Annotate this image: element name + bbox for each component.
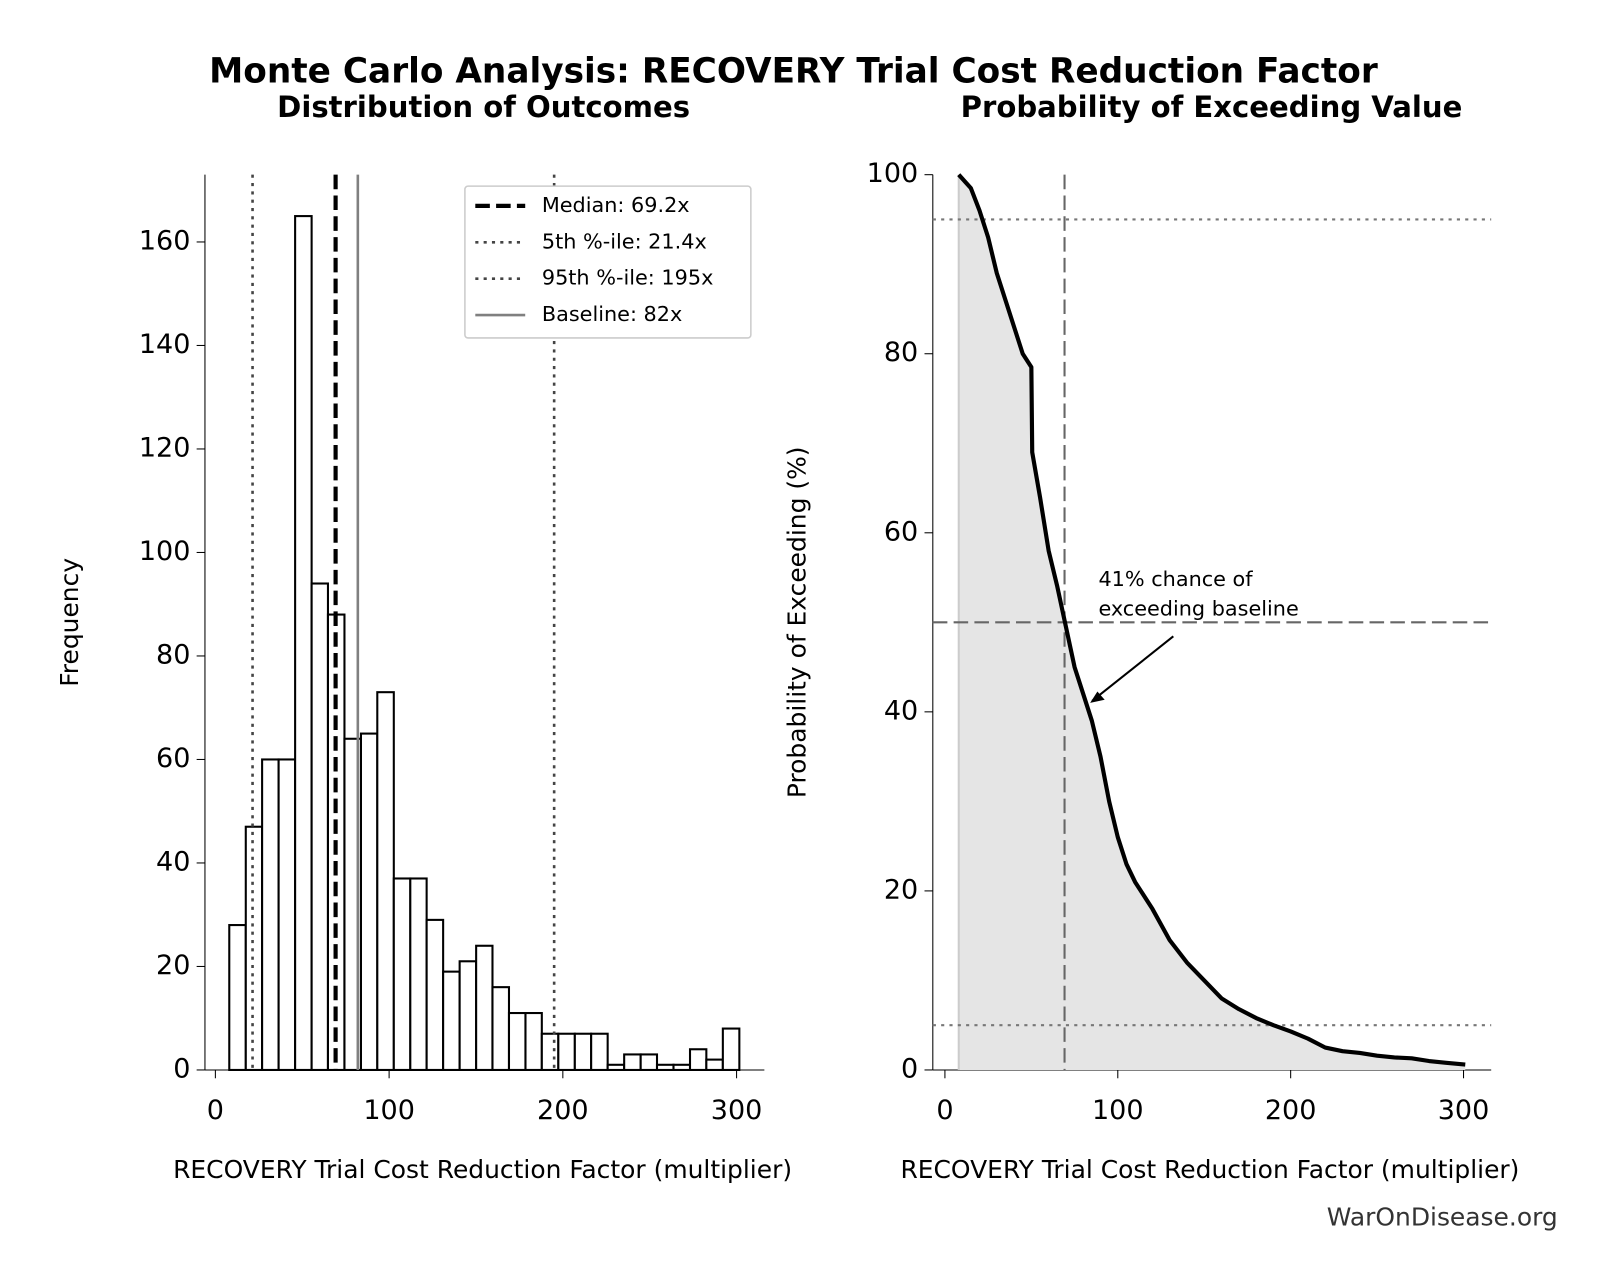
histogram-bar	[458, 960, 478, 1071]
y-tick-label: 160	[139, 225, 191, 256]
y-tick-label: 60	[884, 516, 918, 547]
legend-label: Baseline: 82x	[542, 302, 682, 326]
exceedance-area	[958, 174, 1466, 1070]
y-tick-label: 80	[156, 639, 190, 670]
histogram-bar	[261, 758, 280, 1071]
legend-box	[464, 185, 752, 339]
histogram-bar	[425, 918, 445, 1071]
arrow-head	[1090, 691, 1105, 703]
legend-label: 5th %-ile: 21.4x	[542, 229, 707, 253]
y-tick-label: 80	[884, 337, 918, 368]
histogram-bar	[672, 1063, 692, 1071]
footer: WarOnDisease.org	[1327, 1203, 1558, 1232]
histogram-bar	[442, 970, 461, 1071]
histogram-bar	[573, 1032, 593, 1071]
legend-label: Median: 69.2x	[542, 193, 690, 217]
histogram-bar	[359, 732, 379, 1071]
histogram-bar	[606, 1063, 626, 1071]
histogram-bar	[705, 1058, 724, 1071]
histogram-bar	[376, 691, 395, 1071]
histogram-bar	[491, 986, 511, 1071]
exceedance-line	[957, 173, 1466, 1067]
histogram-bar	[623, 1053, 642, 1071]
x-tick-label: 200	[537, 1095, 589, 1126]
y-axis-label: Probability of Exceeding (%)	[783, 446, 812, 798]
histogram-bar	[277, 758, 297, 1071]
histogram-bar	[228, 924, 247, 1071]
y-tick-label: 0	[901, 1053, 918, 1084]
y-tick-label: 100	[139, 536, 191, 567]
x-tick-label: 100	[363, 1095, 415, 1126]
histogram-bar	[507, 1011, 527, 1071]
y-tick-label: 20	[884, 874, 918, 905]
annotation: 41% chance of	[1098, 567, 1253, 591]
y-tick-label: 0	[173, 1053, 190, 1084]
y-tick-label: 120	[139, 432, 191, 463]
histogram-bar	[475, 944, 494, 1071]
histogram-bar	[639, 1053, 659, 1071]
y-tick-label: 40	[884, 695, 918, 726]
annotation: exceeding baseline	[1098, 596, 1298, 620]
histogram-bar	[310, 582, 329, 1071]
histogram-bar	[557, 1032, 576, 1071]
x-axis-label: RECOVERY Trial Cost Reduction Factor (mu…	[173, 1155, 792, 1184]
x-axis-label: RECOVERY Trial Cost Reduction Factor (mu…	[900, 1155, 1519, 1184]
x-tick-label: 0	[207, 1095, 224, 1126]
histogram-bar	[409, 877, 428, 1071]
annotation-arrow	[1091, 635, 1174, 702]
x-tick-label: 300	[1438, 1095, 1490, 1126]
histogram-bar	[590, 1032, 609, 1071]
legend-label: 95th %-ile: 195x	[542, 266, 714, 290]
y-tick-label: 100	[867, 158, 919, 189]
x-tick-label: 300	[711, 1095, 763, 1126]
x-tick-label: 200	[1265, 1095, 1317, 1126]
histogram-bar	[688, 1048, 708, 1071]
y-tick-label: 40	[156, 846, 190, 877]
histogram-bar	[392, 877, 412, 1071]
subplot-title: Probability of Exceeding Value	[961, 90, 1463, 124]
figure-title: Monte Carlo Analysis: RECOVERY Trial Cos…	[209, 51, 1378, 91]
histogram-bar	[294, 215, 313, 1071]
y-axis-label: Frequency	[55, 558, 84, 687]
histogram-bar	[244, 825, 264, 1071]
histogram-bar	[655, 1063, 675, 1071]
subplot-title: Distribution of Outcomes	[277, 90, 690, 124]
y-tick-label: 140	[139, 329, 191, 360]
histogram-bar	[524, 1011, 543, 1071]
histogram-bar	[721, 1027, 741, 1071]
histogram-bar	[540, 1032, 560, 1071]
x-tick-label: 100	[1092, 1095, 1144, 1126]
x-tick-label: 0	[936, 1095, 953, 1126]
y-tick-label: 20	[156, 950, 190, 981]
y-tick-label: 60	[156, 743, 190, 774]
